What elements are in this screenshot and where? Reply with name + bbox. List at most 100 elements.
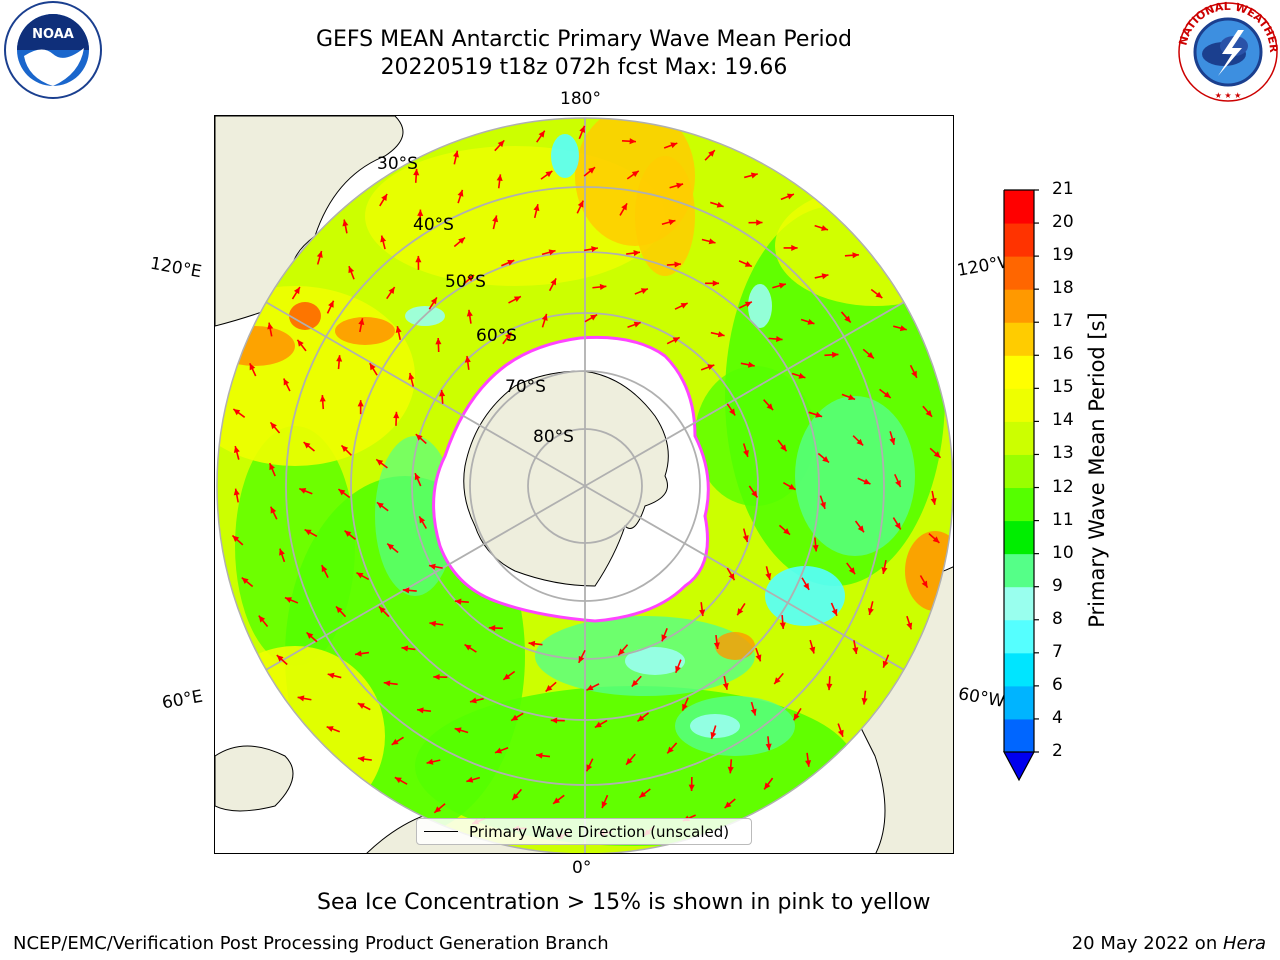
colorbar-tick-label: 2 <box>1052 741 1063 761</box>
colorbar-tick-label: 9 <box>1052 575 1063 596</box>
direction-arrow-head <box>413 168 420 176</box>
direction-arrow-head <box>826 683 833 691</box>
direction-arrow-head <box>578 655 585 663</box>
colorbar-swatch <box>1004 454 1034 489</box>
colorbar-swatch <box>1004 355 1034 389</box>
direction-arrow-head <box>837 729 844 737</box>
colorbar-swatch <box>1004 256 1034 290</box>
direction-arrow-head <box>791 244 798 252</box>
colorbar-tick-label: 8 <box>1052 608 1063 629</box>
direction-arrow-head <box>457 189 464 197</box>
direction-arrow-head <box>724 801 732 809</box>
direction-arrow-head <box>737 608 744 616</box>
direction-arrow-head <box>676 182 684 189</box>
direction-arrow-head <box>336 355 343 362</box>
direction-arrow-head <box>434 806 442 813</box>
direction-arrow-head <box>848 567 856 575</box>
direction-arrow-head <box>316 251 323 258</box>
direction-arrow-head <box>380 235 387 243</box>
direction-arrow-head <box>383 680 391 687</box>
colorbar-swatch <box>1004 388 1034 422</box>
direction-arrow-head <box>466 309 473 317</box>
direction-arrow-head <box>342 219 349 227</box>
direction-arrow-head <box>430 297 437 305</box>
direction-arrow-head <box>722 682 729 690</box>
direction-arrow-head <box>503 673 511 680</box>
direction-arrow-head <box>387 543 395 550</box>
direction-arrow-head <box>453 150 459 158</box>
direction-arrow-head <box>303 442 311 449</box>
direction-arrow-head <box>433 673 440 681</box>
direction-arrow-head <box>513 296 521 303</box>
direction-arrow-head <box>233 488 240 496</box>
direction-arrow-head <box>293 287 300 295</box>
direction-arrow-head <box>621 203 628 211</box>
direction-arrow-head <box>674 261 681 268</box>
lat-label-60s: 60°S <box>476 326 517 346</box>
footer-date-text: 20 May 2022 on <box>1071 933 1223 954</box>
direction-arrow-head <box>417 707 424 714</box>
direction-arrow-head <box>297 695 305 702</box>
direction-arrow-head <box>241 577 249 585</box>
direction-arrow-head <box>742 535 749 543</box>
direction-arrow-head <box>776 335 783 343</box>
colorbar-swatch <box>1004 289 1034 323</box>
direction-arrow-head <box>511 714 519 721</box>
colorbar-tick-label: 18 <box>1052 278 1074 299</box>
direction-arrow-head <box>867 352 874 359</box>
direction-arrow-head <box>751 490 758 498</box>
direction-arrow-head <box>233 409 241 416</box>
colorbar-under-arrow <box>1002 751 1036 782</box>
direction-arrow-head <box>661 634 668 642</box>
direction-arrow-head <box>466 776 474 783</box>
direction-arrow-head <box>338 489 346 496</box>
direction-arrow-head <box>633 321 641 328</box>
meridians <box>217 118 953 853</box>
colorbar-tick-label: 16 <box>1052 344 1074 365</box>
direction-arrow-head <box>586 764 593 772</box>
direction-arrow-head <box>357 703 365 709</box>
direction-arrow-head <box>682 703 688 711</box>
direction-arrow-head <box>765 572 772 580</box>
colorbar-tick-label: 10 <box>1052 542 1074 563</box>
direction-arrow-head <box>882 660 889 668</box>
direction-arrow-head <box>279 548 285 556</box>
direction-arrow-head <box>417 209 424 216</box>
direction-arrow-head <box>391 738 399 745</box>
noaa-logo: NOAA <box>4 1 102 99</box>
direction-arrow-head <box>319 395 326 402</box>
direction-arrow-head <box>857 525 864 533</box>
direction-arrow-head <box>591 246 598 253</box>
direction-arrow-head <box>831 351 839 358</box>
direction-arrow-head <box>756 219 763 226</box>
direction-arrow-head <box>783 528 791 535</box>
direction-arrow-head <box>786 193 794 200</box>
colorbar-tick-label: 4 <box>1052 707 1063 728</box>
direction-arrow-head <box>798 372 806 379</box>
chart-subtitle: 20220519 t18z 072h fcst Max: 19.66 <box>380 55 788 80</box>
direction-arrow-head <box>356 572 364 579</box>
direction-arrow-head <box>778 282 786 289</box>
direction-arrow-head <box>306 632 314 639</box>
direction-arrow-head <box>429 620 437 627</box>
direction-arrow-head <box>357 756 365 763</box>
direction-arrow-head <box>744 261 752 267</box>
direction-arrow-head <box>388 287 395 295</box>
direction-arrow-head <box>821 273 829 280</box>
colorbar-title: Primary Wave Mean Period [s] <box>1085 312 1109 628</box>
direction-arrow-head <box>327 672 335 679</box>
direction-arrow-head <box>428 563 436 570</box>
direction-arrow-head <box>639 791 647 798</box>
direction-arrow-head <box>631 170 639 177</box>
direction-arrow-head <box>393 411 400 419</box>
direction-arrow-head <box>820 501 826 509</box>
direction-arrow-head <box>419 516 426 524</box>
direction-arrow-head <box>618 648 625 656</box>
colorbar-tick-label: 17 <box>1052 311 1074 332</box>
direction-arrow-head <box>670 142 678 149</box>
direction-arrow-head <box>538 130 545 138</box>
direction-arrow-head <box>408 373 415 380</box>
direction-arrow-head <box>743 449 749 457</box>
direction-arrow-head <box>844 315 851 323</box>
direction-arrow-head <box>803 582 810 590</box>
